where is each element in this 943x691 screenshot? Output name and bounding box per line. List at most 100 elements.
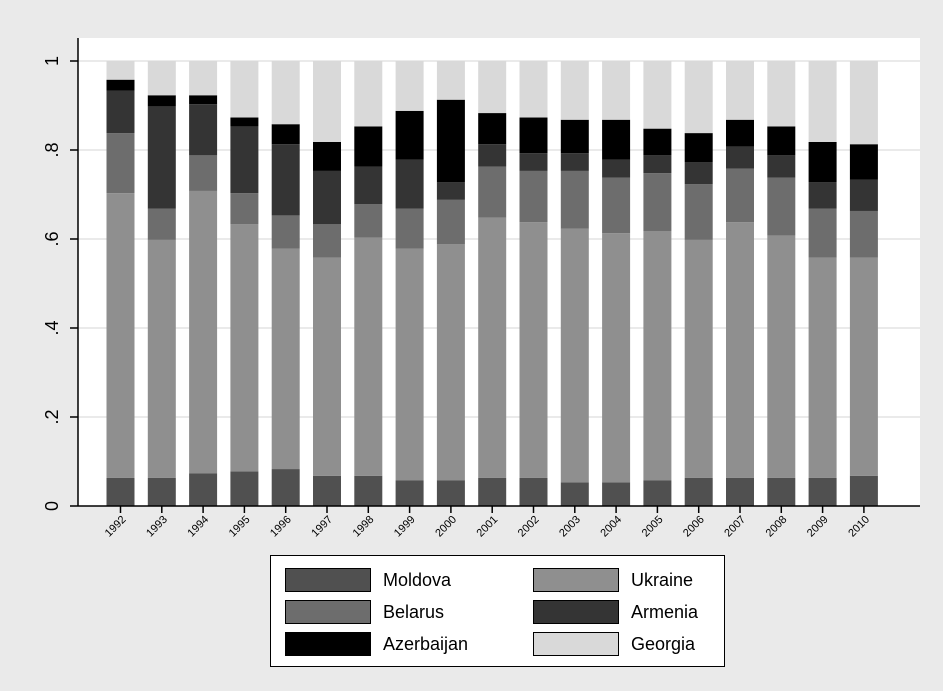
bar-belarus-2008 (767, 177, 796, 236)
bar-belarus-2002 (519, 170, 548, 223)
bar-belarus-2005 (643, 173, 672, 231)
bar-armenia-1993 (147, 106, 176, 209)
bars (106, 61, 878, 506)
bar-azerbaijan-1993 (147, 95, 176, 107)
bar-belarus-2001 (478, 166, 507, 218)
bar-moldova-1999 (395, 480, 424, 506)
bar-azerbaijan-2010 (849, 144, 878, 180)
legend-swatch-ukraine (533, 568, 619, 592)
x-ticks: 1992 1993 1994 1995 1996 1997 1998 1999 2000 2001… (103, 506, 872, 539)
bar-moldova-1998 (354, 475, 383, 506)
bar-armenia-1996 (271, 144, 300, 216)
x-tick-label-2006: 2006 (681, 514, 707, 540)
bar-georgia-2009 (808, 61, 837, 142)
x-tick-label-2000: 2000 (433, 514, 459, 540)
bar-georgia-2003 (560, 61, 589, 120)
bar-armenia-2002 (519, 153, 548, 171)
bar-georgia-2010 (849, 61, 878, 145)
x-tick-label-2005: 2005 (640, 514, 666, 540)
x-tick-label-1993: 1993 (144, 514, 170, 540)
bar-belarus-2004 (602, 177, 631, 234)
legend-item-armenia: Armenia (533, 598, 698, 626)
bar-azerbaijan-2003 (560, 119, 589, 154)
y-tick-label-5: 1 (42, 56, 62, 66)
bar-georgia-1998 (354, 61, 383, 127)
bar-ukraine-2008 (767, 235, 796, 478)
bar-ukraine-2003 (560, 228, 589, 483)
bar-azerbaijan-2006 (684, 133, 713, 163)
bar-belarus-1992 (106, 133, 135, 194)
bar-moldova-2003 (560, 482, 589, 506)
x-tick-label-1999: 1999 (392, 514, 418, 540)
x-tick-label-2002: 2002 (516, 514, 542, 540)
bar-moldova-2006 (684, 477, 713, 506)
legend-label-ukraine: Ukraine (631, 569, 694, 590)
bar-moldova-1994 (189, 473, 218, 506)
legend-swatch-belarus (285, 600, 371, 624)
x-tick-label-1995: 1995 (227, 514, 253, 540)
x-tick-label-1992: 1992 (103, 514, 129, 540)
bar-armenia-2009 (808, 182, 837, 209)
legend-item-georgia: Georgia (533, 630, 695, 658)
bar-ukraine-2002 (519, 222, 548, 478)
bar-moldova-2001 (478, 477, 507, 506)
bar-ukraine-1993 (147, 239, 176, 478)
bar-armenia-1998 (354, 166, 383, 205)
bar-moldova-2000 (436, 480, 465, 506)
bar-moldova-1992 (106, 477, 135, 506)
x-tick-label-2009: 2009 (805, 514, 831, 540)
legend-item-ukraine: Ukraine (533, 566, 693, 594)
legend: Moldova Ukraine Belarus Armenia Azerbaij… (270, 555, 725, 667)
legend-label-moldova: Moldova (383, 569, 452, 590)
bar-belarus-1994 (189, 155, 218, 191)
bar-armenia-2004 (602, 159, 631, 178)
y-tick-label-3: .6 (42, 231, 62, 246)
legend-item-moldova: Moldova (285, 566, 451, 594)
bar-moldova-1993 (147, 477, 176, 506)
bar-belarus-2000 (436, 199, 465, 245)
y-tick-label-0: 0 (42, 501, 62, 511)
bar-azerbaijan-1997 (313, 141, 341, 171)
bar-ukraine-1999 (395, 248, 424, 481)
bar-georgia-2005 (643, 61, 672, 129)
bar-azerbaijan-2001 (478, 113, 507, 145)
legend-item-azerbaijan: Azerbaijan (285, 630, 468, 658)
bar-georgia-1994 (189, 61, 218, 96)
y-tick-label-2: .4 (42, 320, 62, 335)
legend-swatch-azerbaijan (285, 632, 371, 656)
bar-ukraine-2009 (808, 257, 837, 478)
bar-azerbaijan-1995 (230, 117, 259, 127)
bar-belarus-1998 (354, 204, 383, 238)
bar-belarus-1999 (395, 208, 424, 249)
bar-georgia-1999 (395, 61, 424, 111)
bar-armenia-2008 (767, 155, 796, 178)
bar-moldova-2008 (767, 477, 796, 506)
bar-armenia-1992 (106, 90, 135, 134)
bar-ukraine-2001 (478, 217, 507, 478)
bar-moldova-1995 (230, 471, 259, 506)
legend-label-belarus: Belarus (383, 601, 445, 622)
bar-moldova-2009 (808, 477, 837, 506)
bar-armenia-2006 (684, 162, 713, 185)
bar-azerbaijan-1994 (189, 95, 218, 105)
bar-belarus-2003 (560, 170, 589, 229)
x-tick-label-1998: 1998 (351, 514, 377, 540)
bar-azerbaijan-2009 (808, 141, 837, 183)
bar-georgia-2001 (478, 61, 507, 114)
bar-belarus-2009 (808, 208, 837, 258)
bar-armenia-2003 (560, 153, 589, 171)
bar-belarus-2006 (684, 184, 713, 240)
bar-ukraine-2005 (643, 230, 672, 481)
bar-moldova-2007 (726, 477, 754, 506)
bar-armenia-1997 (313, 170, 341, 225)
x-tick-label-1994: 1994 (185, 514, 211, 540)
bar-azerbaijan-2005 (643, 128, 672, 156)
bar-ukraine-2007 (726, 222, 754, 478)
bar-armenia-1995 (230, 126, 259, 194)
bar-georgia-2008 (767, 61, 796, 127)
bar-armenia-2001 (478, 144, 507, 167)
legend-label-armenia: Armenia (631, 601, 699, 622)
x-tick-label-2010: 2010 (846, 514, 872, 540)
bar-armenia-2000 (436, 182, 465, 200)
